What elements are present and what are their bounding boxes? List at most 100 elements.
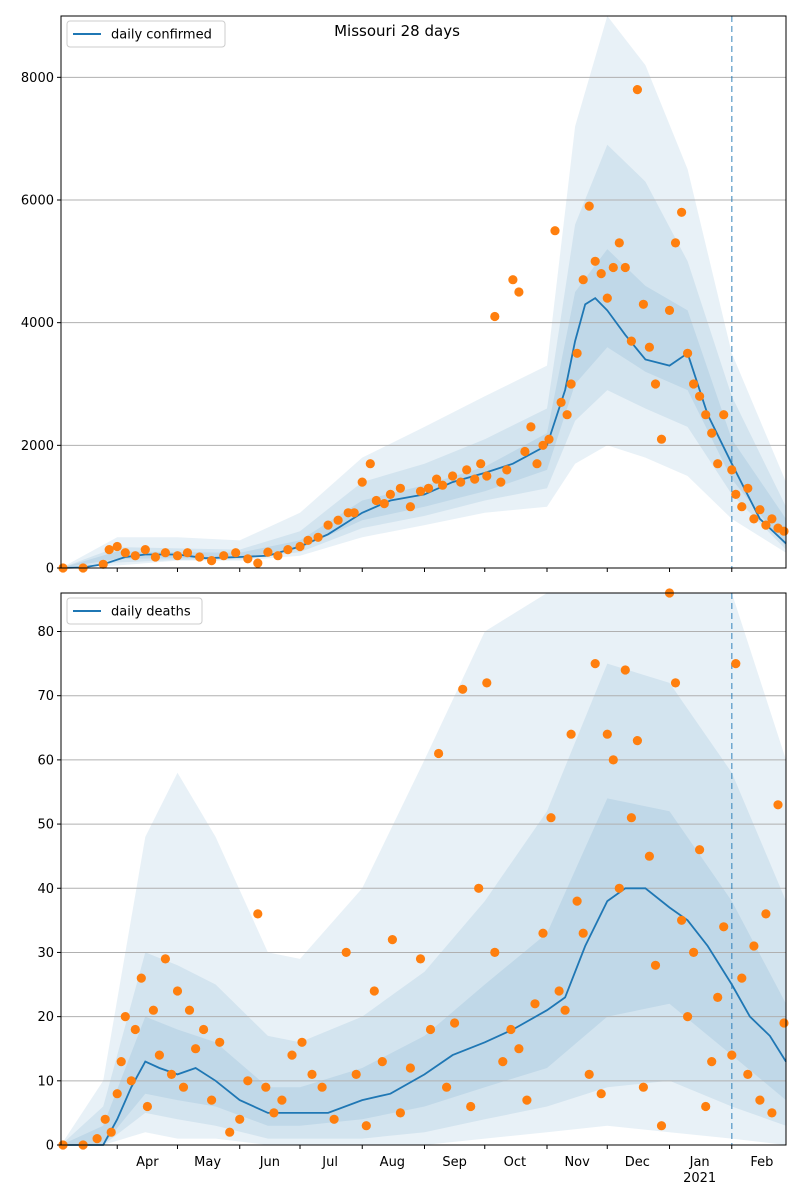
data-point [295,541,305,552]
data-point [215,1037,225,1047]
data-point [546,813,556,823]
data-point [100,1114,110,1124]
figure-title: Missouri 28 days [334,22,460,40]
data-point [207,556,217,566]
data-point [199,1024,209,1035]
data-point [670,678,681,688]
deaths-axes-frame [60,592,787,1146]
data-point [130,1024,140,1035]
data-point [626,336,637,346]
data-point [761,520,771,530]
data-point [644,342,655,352]
deaths-points [58,588,789,1150]
data-point [719,922,729,932]
data-point [448,471,458,481]
data-point [550,226,560,236]
y-tick-label: 0 [46,562,54,577]
data-point [614,238,624,248]
deaths-panel: 0 10 20 30 40 50 60 70 80 Apr May Jun Jul Aug Sep Oct N… [37,588,789,1186]
data-point [369,986,379,996]
data-point [572,348,582,358]
deaths-uncertainty-bands [61,593,786,1145]
data-point [656,434,667,444]
confirmed-points [58,85,789,573]
data-point [182,548,193,558]
data-point [755,505,765,515]
data-point [620,665,630,675]
confirmed-axes-frame [60,15,787,569]
uncertainty-band [61,663,786,1145]
data-point [442,1082,452,1092]
data-point [351,1069,361,1079]
y-tick-label: 20 [37,1010,54,1025]
data-point [614,883,624,893]
confirmed-x-ticks [116,568,733,572]
data-point [395,483,405,493]
data-point [538,440,548,450]
y-tick-label: 40 [37,882,54,897]
data-point [566,729,576,739]
data-point [458,684,468,694]
x-month-label: Feb [750,1155,773,1170]
data-point [333,515,343,525]
data-point [150,552,160,562]
data-point [514,287,524,297]
data-point [243,1076,253,1086]
data-point [263,547,273,557]
data-point [120,548,130,558]
data-point [287,1050,297,1060]
data-point [235,1114,245,1124]
data-point [98,559,108,569]
data-point [423,483,434,493]
data-point [225,1127,235,1137]
data-point [349,508,359,518]
data-point [172,551,183,561]
data-point [357,477,367,487]
data-point [195,552,205,562]
data-point [92,1134,102,1144]
data-point [106,1127,116,1137]
x-month-label: Apr [136,1155,159,1170]
data-point [506,1024,516,1035]
data-point [462,465,472,475]
data-point [297,1037,307,1047]
data-point [522,1095,532,1105]
data-point [638,299,649,309]
deaths-legend-label: daily deaths [111,605,191,620]
data-point [166,1069,177,1079]
data-point [749,514,759,524]
data-point [632,736,643,746]
data-point [120,1012,130,1022]
data-point [425,1024,436,1035]
data-point [761,909,771,919]
data-point [695,845,705,855]
data-point [160,548,170,558]
data-point [112,1089,122,1099]
data-point [385,489,395,499]
data-point [737,502,747,512]
y-tick-label: 10 [37,1074,54,1089]
data-point [273,551,283,561]
data-point [191,1044,201,1054]
x-month-label: Oct [504,1155,526,1170]
data-point [638,1082,649,1092]
data-point [371,495,381,506]
data-point [701,410,711,420]
data-point [387,935,397,945]
data-point [538,928,548,938]
data-point [432,474,442,484]
x-month-label: Jun [259,1155,280,1170]
data-point [323,520,333,530]
data-point [683,348,693,358]
data-point [140,545,150,555]
data-point [405,502,415,512]
data-point [261,1082,271,1092]
data-point [474,883,484,893]
x-axis: Apr May Jun Jul Aug Sep Oct Nov Dec Jan Feb 2021 [116,1145,773,1186]
y-tick-label: 4000 [21,316,54,331]
data-point [341,947,351,958]
data-point [526,422,536,432]
data-point [438,480,448,490]
data-point [773,800,783,810]
data-point [602,293,612,303]
